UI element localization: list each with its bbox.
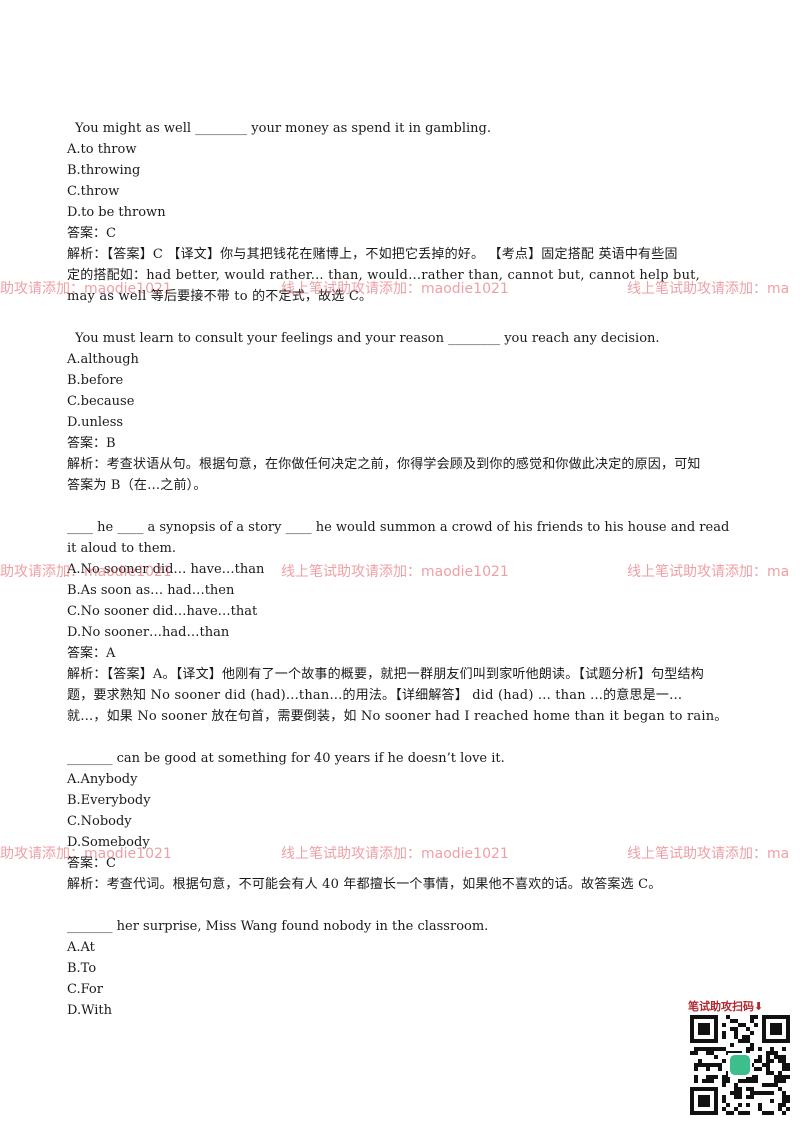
option-d: D.to be thrown xyxy=(67,205,166,220)
option-c: C.throw xyxy=(67,184,120,199)
qr-caption: 笔试助攻扫码⬇ xyxy=(688,1000,764,1013)
question-stem: You might as well ________ your money as… xyxy=(75,121,491,136)
question-2: You must learn to consult your feelings … xyxy=(67,328,757,496)
option-d: D.No sooner…had…than xyxy=(67,625,230,640)
answer: 答案：C xyxy=(67,226,116,241)
qr-code-block: 笔试助攻扫码⬇ xyxy=(688,998,794,1120)
option-a: A.Anybody xyxy=(67,772,138,787)
option-a: A.to throw xyxy=(67,142,137,157)
question-stem-line: ____ he ____ a synopsis of a story ____ … xyxy=(67,520,730,535)
analysis-line: may as well 等后要接不带 to 的不定式，故选 C。 xyxy=(67,289,373,304)
option-b: B.To xyxy=(67,961,97,976)
option-a: A.although xyxy=(67,352,139,367)
analysis-line: 题，要求熟知 No sooner did (had)...than...的用法。… xyxy=(67,688,683,703)
option-a: A.No sooner did… have…than xyxy=(67,562,265,577)
qr-code-icon xyxy=(690,1015,790,1115)
answer: 答案：A xyxy=(67,646,116,661)
question-stem: You must learn to consult your feelings … xyxy=(75,331,660,346)
analysis-line: 就…，如果 No sooner 放在句首，需要倒装，如 No sooner ha… xyxy=(67,709,728,724)
option-c: C.For xyxy=(67,982,103,997)
analysis-line: 解析：考查代词。根据句意，不可能会有人 40 年都擅长一个事情，如果他不喜欢的话… xyxy=(67,877,662,892)
option-b: B.As soon as… had…then xyxy=(67,583,235,598)
analysis-line: 定的搭配如：had better, would rather... than, … xyxy=(67,268,700,283)
option-d: D.unless xyxy=(67,415,124,430)
answer: 答案：C xyxy=(67,856,116,871)
answer: 答案：B xyxy=(67,436,116,451)
question-1: You might as well ________ your money as… xyxy=(67,118,757,307)
analysis-line: 解析：考查状语从句。根据句意，在你做任何决定之前，你得学会顾及到你的感觉和你做此… xyxy=(67,457,701,472)
option-d: D.Somebody xyxy=(67,835,150,850)
option-b: B.throwing xyxy=(67,163,141,178)
analysis-line: 解析：【答案】A。【译文】他刚有了一个故事的概要，就把一群朋友们叫到家听他朗读。… xyxy=(67,667,704,682)
analysis-line: 答案为 B（在…之前）。 xyxy=(67,478,207,493)
option-c: C.because xyxy=(67,394,135,409)
option-b: B.Everybody xyxy=(67,793,151,808)
option-a: A.At xyxy=(67,940,95,955)
option-d: D.With xyxy=(67,1003,112,1018)
option-b: B.before xyxy=(67,373,124,388)
analysis-line: 解析：【答案】C 【译文】你与其把钱花在赌博上，不如把它丢掉的好。 【考点】固定… xyxy=(67,247,678,262)
option-c: C.No sooner did…have…that xyxy=(67,604,258,619)
question-4: _______ can be good at something for 40 … xyxy=(67,748,757,895)
question-stem: _______ her surprise, Miss Wang found no… xyxy=(67,919,489,934)
question-stem-line: it aloud to them. xyxy=(67,541,177,556)
question-3: ____ he ____ a synopsis of a story ____ … xyxy=(67,517,757,727)
question-5: _______ her surprise, Miss Wang found no… xyxy=(67,916,757,1021)
option-c: C.Nobody xyxy=(67,814,132,829)
question-stem: _______ can be good at something for 40 … xyxy=(67,751,505,766)
